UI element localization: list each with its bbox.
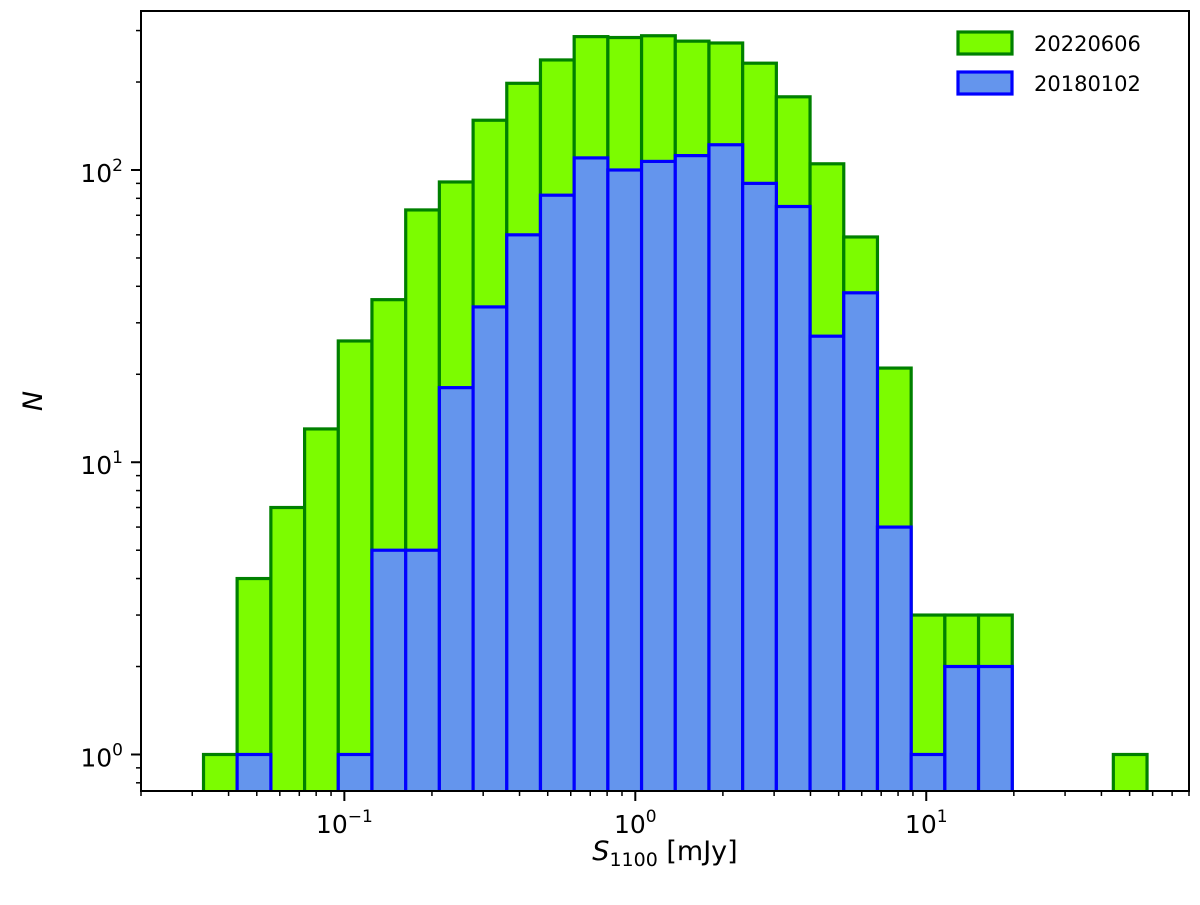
bar-20180102-1: [235, 752, 273, 791]
bar-20180102-22: [943, 664, 981, 791]
x-tick-label: 101: [905, 807, 948, 839]
bar-20220606-3: [303, 427, 340, 791]
bar-20180102-5: [370, 548, 408, 791]
bar-20180102-13: [639, 159, 677, 791]
bar-20180102-16: [741, 181, 778, 791]
ticks-layer: 10−1 100 101 100 101 102: [80, 29, 1190, 839]
x-tick-label: 10−1: [316, 807, 373, 839]
bar-20180102-7: [437, 386, 475, 791]
bars-layer: [201, 34, 1149, 791]
y-tick-label: 100: [80, 740, 123, 772]
bar-20180102-17: [774, 204, 812, 791]
bar-20180102-12: [606, 168, 644, 791]
bar-20180102-6: [404, 548, 441, 791]
bar-20180102-14: [673, 154, 711, 791]
legend-swatch-20220606: [956, 30, 1014, 56]
x-axis-label: S1100 [mJy]: [592, 836, 737, 871]
legend: 20220606 20180102: [956, 30, 1141, 96]
bar-20220606-4: [336, 339, 374, 791]
bar-20180102-23: [976, 664, 1014, 791]
plot-frame: [140, 10, 1190, 792]
y-tick-label: 101: [80, 448, 123, 480]
bar-20180102-9: [505, 233, 543, 791]
bar-20180102-8: [471, 305, 509, 791]
bar-20220606-0: [201, 752, 239, 791]
bar-20180102-18: [808, 334, 846, 791]
x-tick-label: 100: [614, 807, 657, 839]
bar-20180102-10: [538, 193, 576, 791]
bar-20180102-21: [909, 752, 947, 791]
bar-20180102-15: [707, 143, 745, 791]
axes-layer: S1100 [mJy] N: [18, 10, 1190, 871]
bar-20220606-2: [269, 505, 307, 791]
series-20180102: [235, 143, 1014, 791]
legend-label-20220606: 20220606: [1034, 32, 1141, 56]
bar-20180102-20: [875, 525, 913, 791]
bar-20180102-11: [572, 156, 610, 791]
bar-20180102-19: [842, 291, 880, 791]
y-axis-label: N: [18, 391, 49, 411]
legend-swatch-20180102: [956, 70, 1014, 96]
legend-label-20180102: 20180102: [1034, 72, 1141, 96]
y-tick-label: 102: [80, 156, 123, 188]
bar-20180102-4: [336, 752, 374, 791]
bar-20220606-27: [1111, 752, 1149, 791]
